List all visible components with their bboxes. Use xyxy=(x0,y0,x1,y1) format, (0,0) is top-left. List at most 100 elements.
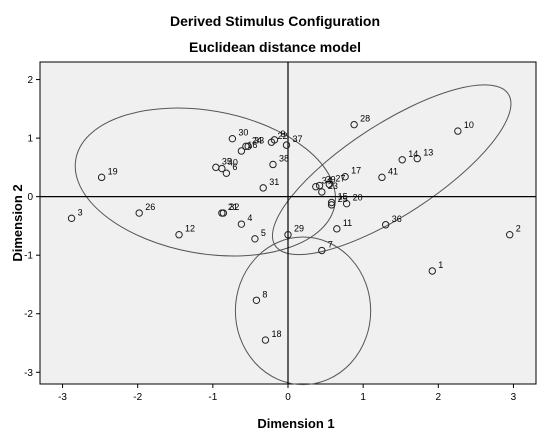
data-point-38 xyxy=(269,160,277,169)
data-point-34 xyxy=(312,183,320,191)
y-tick-label: 0 xyxy=(27,192,33,203)
point-label-29: 29 xyxy=(294,224,304,234)
point-label-16: 16 xyxy=(247,140,257,150)
data-point-29 xyxy=(284,231,292,239)
reference-lines xyxy=(40,62,536,384)
chart-title: Derived Stimulus Configuration xyxy=(170,13,380,29)
point-label-20: 20 xyxy=(353,193,363,203)
point-label-33: 33 xyxy=(254,135,264,145)
data-point-4 xyxy=(237,220,246,228)
data-point-1 xyxy=(428,267,436,275)
point-label-31: 31 xyxy=(269,177,279,187)
data-point-12 xyxy=(175,231,183,239)
data-point-26 xyxy=(135,209,143,217)
data-point-36 xyxy=(381,221,390,229)
data-point-37 xyxy=(282,141,291,149)
cluster-ellipse-3 xyxy=(234,236,372,386)
x-tick-label: 3 xyxy=(511,392,517,403)
point-label-39: 39 xyxy=(326,175,336,185)
point-label-15: 15 xyxy=(338,192,348,202)
y-tick-label: 1 xyxy=(27,134,33,145)
point-label-21: 21 xyxy=(228,202,238,212)
point-label-24: 24 xyxy=(252,135,262,145)
data-point-13 xyxy=(413,154,421,163)
point-label-25: 25 xyxy=(338,194,348,204)
point-label-35: 35 xyxy=(222,156,232,166)
point-label-37: 37 xyxy=(292,134,302,144)
data-point-18 xyxy=(261,336,270,344)
x-tick-label: -1 xyxy=(208,392,217,403)
data-point-17 xyxy=(341,173,349,181)
point-label-22: 22 xyxy=(277,131,287,141)
data-point-31 xyxy=(259,184,267,192)
cluster-ellipse-2 xyxy=(271,84,512,256)
data-points: 1234567891011121314151617181920212223242… xyxy=(67,114,521,344)
point-label-34: 34 xyxy=(322,176,332,186)
data-point-5 xyxy=(251,235,259,243)
point-label-36: 36 xyxy=(392,214,402,224)
data-point-2 xyxy=(505,231,514,239)
x-axis-title: Dimension 1 xyxy=(257,416,334,431)
x-tick-label: 2 xyxy=(436,392,442,403)
data-point-25 xyxy=(327,201,336,209)
data-point-6 xyxy=(222,169,231,177)
data-point-19 xyxy=(97,173,106,182)
point-label-12: 12 xyxy=(185,224,195,234)
point-label-3: 3 xyxy=(78,207,83,217)
point-label-38: 38 xyxy=(279,153,289,163)
y-tick-label: 2 xyxy=(27,75,33,86)
point-label-18: 18 xyxy=(271,329,281,339)
data-point-3 xyxy=(67,214,76,223)
data-point-33 xyxy=(244,142,252,151)
data-point-41 xyxy=(378,173,386,182)
y-axis-title: Dimension 2 xyxy=(10,184,25,261)
point-label-7: 7 xyxy=(328,240,333,250)
x-tick-label: 1 xyxy=(360,392,366,403)
x-tick-label: -3 xyxy=(58,392,67,403)
y-tick-label: -2 xyxy=(24,309,33,320)
data-point-7 xyxy=(318,246,326,255)
point-label-19: 19 xyxy=(108,166,118,176)
point-label-27: 27 xyxy=(335,173,345,183)
data-point-22 xyxy=(267,138,276,146)
data-point-14 xyxy=(398,156,406,164)
point-label-4: 4 xyxy=(247,213,252,223)
point-label-23: 23 xyxy=(328,181,338,191)
point-label-8: 8 xyxy=(262,289,267,299)
data-point-24 xyxy=(242,142,250,151)
point-label-6: 6 xyxy=(232,162,237,172)
point-label-26: 26 xyxy=(145,202,155,212)
data-point-27 xyxy=(325,180,334,189)
point-label-11: 11 xyxy=(343,218,352,228)
point-label-41: 41 xyxy=(388,166,398,176)
y-tick-label: -1 xyxy=(24,251,33,262)
point-label-9: 9 xyxy=(280,129,285,139)
point-label-10: 10 xyxy=(464,120,474,130)
x-tick-label: 0 xyxy=(285,392,291,403)
data-point-28 xyxy=(350,120,358,129)
chart-subtitle: Euclidean distance model xyxy=(189,39,361,55)
data-point-23 xyxy=(318,188,326,196)
point-label-28: 28 xyxy=(360,114,370,124)
point-label-5: 5 xyxy=(261,228,266,238)
data-point-20 xyxy=(342,199,351,208)
x-tick-label: -2 xyxy=(133,392,142,403)
point-label-17: 17 xyxy=(351,166,361,176)
data-point-8 xyxy=(252,296,261,304)
point-label-32: 32 xyxy=(229,202,239,212)
point-label-1: 1 xyxy=(438,260,443,270)
point-label-14: 14 xyxy=(408,149,418,159)
data-point-32 xyxy=(219,209,228,217)
data-point-16 xyxy=(237,147,246,155)
data-point-11 xyxy=(333,225,341,233)
data-point-30 xyxy=(228,134,237,143)
data-point-39 xyxy=(315,181,324,190)
point-label-30: 30 xyxy=(238,128,248,138)
data-point-15 xyxy=(327,198,336,207)
point-label-13: 13 xyxy=(423,148,433,158)
y-tick-label: -3 xyxy=(24,368,33,379)
data-point-40 xyxy=(218,164,226,173)
point-label-40: 40 xyxy=(228,158,238,168)
